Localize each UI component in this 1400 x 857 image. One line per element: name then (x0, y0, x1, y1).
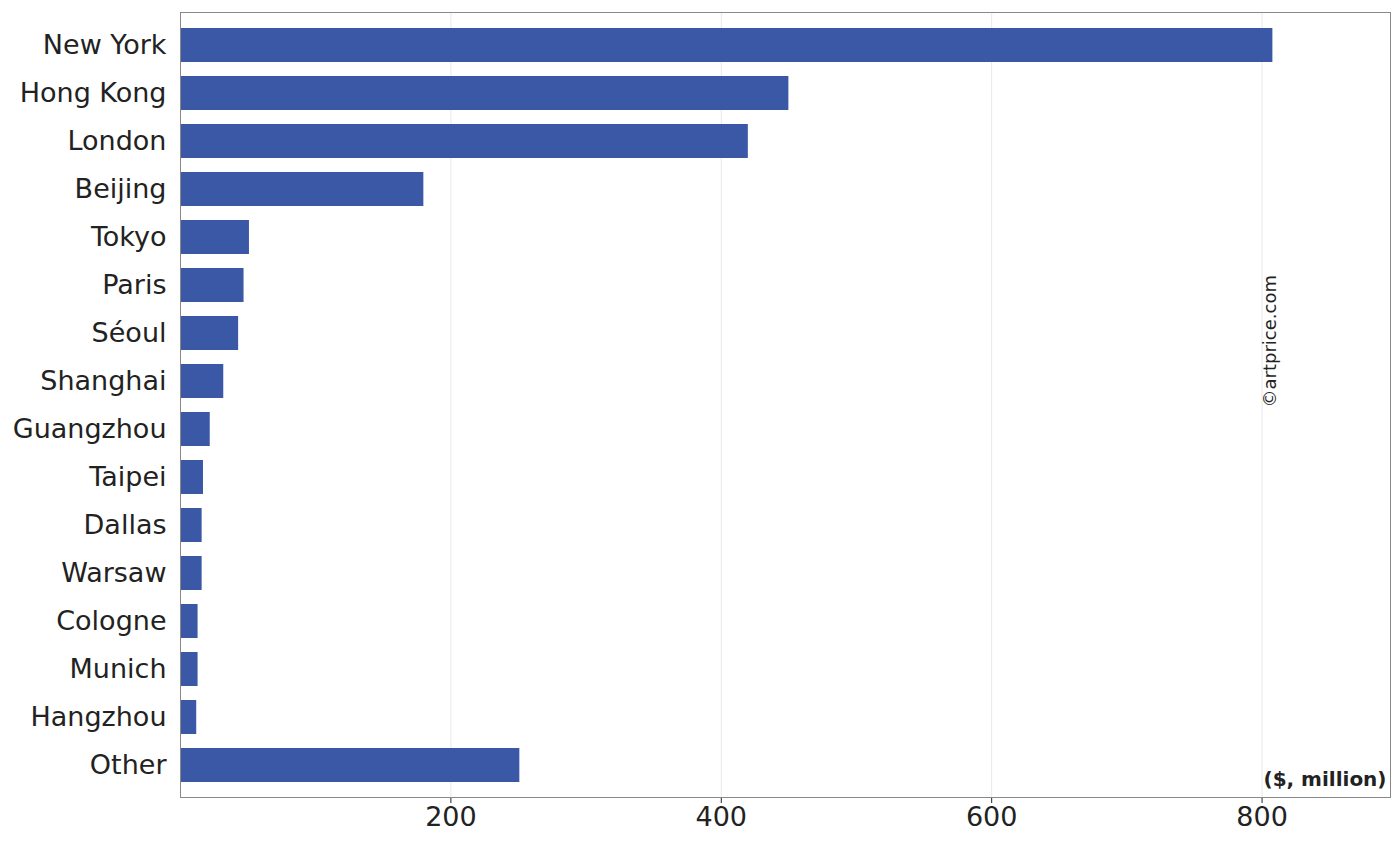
svg-text:Shanghai: Shanghai (40, 365, 166, 396)
svg-text:Hangzhou: Hangzhou (30, 701, 166, 732)
svg-text:Taipei: Taipei (88, 461, 166, 492)
svg-text:©artprice.com: ©artprice.com (1259, 275, 1280, 407)
svg-text:Beijing: Beijing (75, 173, 167, 204)
svg-text:Tokyo: Tokyo (90, 221, 167, 252)
svg-text:200: 200 (425, 801, 477, 832)
svg-text:400: 400 (696, 801, 748, 832)
svg-text:Guangzhou: Guangzhou (13, 413, 167, 444)
svg-text:Warsaw: Warsaw (61, 557, 166, 588)
svg-text:Munich: Munich (70, 653, 167, 684)
svg-text:Cologne: Cologne (56, 605, 166, 636)
svg-text:London: London (68, 125, 167, 156)
svg-text:Paris: Paris (102, 269, 166, 300)
svg-text:Séoul: Séoul (92, 317, 167, 348)
svg-text:600: 600 (966, 801, 1018, 832)
svg-text:($, million): ($, million) (1264, 767, 1387, 791)
svg-text:New York: New York (43, 29, 167, 60)
svg-text:Other: Other (90, 749, 168, 780)
svg-text:Hong Kong: Hong Kong (20, 77, 167, 108)
svg-text:Dallas: Dallas (84, 509, 167, 540)
svg-text:800: 800 (1236, 801, 1288, 832)
